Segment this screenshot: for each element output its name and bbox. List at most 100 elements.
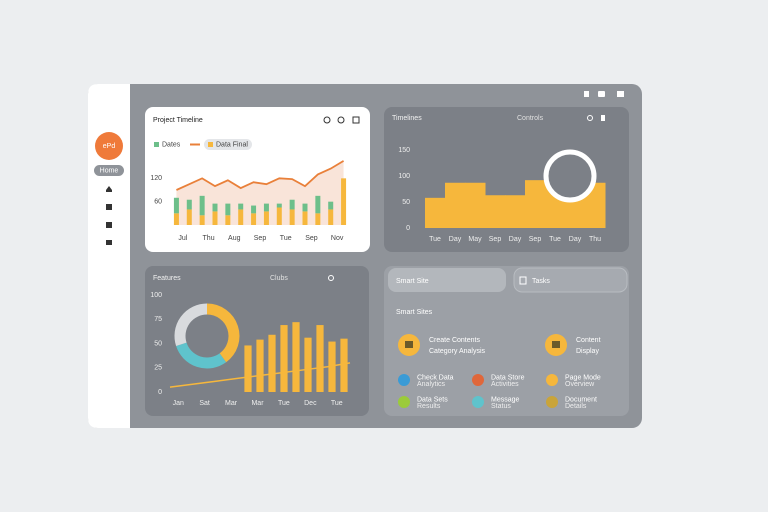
nav-icon[interactable] xyxy=(106,222,112,228)
icon[interactable] xyxy=(323,116,331,124)
item-icon[interactable] xyxy=(546,374,558,386)
bar xyxy=(280,325,288,392)
item-icon[interactable] xyxy=(546,396,558,408)
item-text[interactable]: Analytics xyxy=(417,381,446,388)
bar xyxy=(289,199,295,210)
bar xyxy=(304,337,312,392)
icon[interactable] xyxy=(352,116,360,124)
y-tick-label: 50 xyxy=(154,340,162,347)
bar xyxy=(328,201,334,210)
card-text[interactable]: Category Analysis xyxy=(429,348,486,355)
item-title[interactable]: Document xyxy=(565,396,597,403)
x-tick-label: Tue xyxy=(429,236,441,243)
home-label[interactable]: Home xyxy=(100,167,119,174)
legend-swatch xyxy=(154,142,159,147)
bar xyxy=(263,203,269,212)
nav-icon[interactable] xyxy=(106,240,112,245)
icon xyxy=(519,276,527,285)
item-text[interactable]: Status xyxy=(491,403,511,410)
bar xyxy=(341,178,347,225)
y-tick-label: 100 xyxy=(398,173,410,180)
bar xyxy=(268,334,276,392)
x-tick-label: Aug xyxy=(228,235,241,242)
bar xyxy=(256,339,264,392)
item-icon[interactable] xyxy=(398,374,410,386)
y-tick-label: 0 xyxy=(406,225,410,232)
item-icon[interactable] xyxy=(472,374,484,386)
bar xyxy=(315,213,321,225)
x-tick-label: Tue xyxy=(280,235,292,242)
step-bar xyxy=(425,197,446,228)
bar xyxy=(186,209,192,225)
y-tick-label: 100 xyxy=(150,292,162,299)
x-tick-label: Nov xyxy=(331,235,344,242)
tasks-box[interactable] xyxy=(513,267,628,293)
item-text[interactable]: Results xyxy=(417,403,441,410)
x-tick-label: Day xyxy=(569,236,582,243)
icon[interactable] xyxy=(587,115,593,121)
y-tick-label: 75 xyxy=(154,316,162,323)
bar xyxy=(340,338,348,392)
nav-icon[interactable] xyxy=(106,204,112,210)
bar xyxy=(328,209,334,225)
donut-slice xyxy=(174,303,208,347)
bar xyxy=(238,209,244,225)
item-title[interactable]: Check Data xyxy=(417,374,454,381)
icon[interactable] xyxy=(328,275,334,281)
card-title[interactable]: Create Contents xyxy=(429,337,480,344)
card-title[interactable]: Content xyxy=(576,337,601,344)
item-icon[interactable] xyxy=(472,396,484,408)
search-text[interactable]: Smart Site xyxy=(396,278,429,285)
icon[interactable] xyxy=(601,115,605,121)
x-tick-label: Jan xyxy=(173,400,184,407)
x-tick-label: Mar xyxy=(251,400,264,407)
step-bar xyxy=(445,182,466,228)
item-text[interactable]: Activities xyxy=(491,381,519,388)
bar xyxy=(186,199,192,210)
bar xyxy=(276,207,282,225)
item-icon[interactable] xyxy=(398,396,410,408)
tasks-text[interactable]: Tasks xyxy=(532,278,550,285)
card-glyph[interactable] xyxy=(552,341,560,348)
panel-title: Features xyxy=(153,275,181,282)
top-icon[interactable] xyxy=(598,91,605,97)
item-text[interactable]: Overview xyxy=(565,381,595,388)
item-text[interactable]: Details xyxy=(565,403,587,410)
bar xyxy=(276,203,282,208)
item-title[interactable]: Page Mode xyxy=(565,374,601,381)
x-tick-label: Dec xyxy=(304,400,317,407)
search-box[interactable] xyxy=(388,268,506,292)
bar xyxy=(244,345,252,392)
home-button[interactable] xyxy=(94,165,124,176)
highlight-ring xyxy=(543,149,597,203)
card-text[interactable]: Display xyxy=(576,348,599,355)
x-tick-label: May xyxy=(468,236,482,243)
y-tick-label: 60 xyxy=(154,199,162,206)
x-tick-label: Tue xyxy=(278,400,290,407)
card-glyph[interactable] xyxy=(405,341,413,348)
bar xyxy=(251,213,257,225)
item-title[interactable]: Message xyxy=(491,396,520,403)
bar xyxy=(199,195,205,216)
item-title[interactable]: Data Sets xyxy=(417,396,448,403)
top-icon[interactable] xyxy=(617,91,624,97)
bar xyxy=(315,195,321,214)
x-tick-label: Sep xyxy=(305,235,318,242)
item-title[interactable]: Data Store xyxy=(491,374,525,381)
x-tick-label: Tue xyxy=(549,236,561,243)
heading: Smart Sites xyxy=(396,309,433,316)
x-tick-label: Day xyxy=(449,236,462,243)
nav-icon[interactable] xyxy=(106,186,112,192)
step-bar xyxy=(505,195,526,228)
logo-text: ePd xyxy=(103,143,116,150)
top-icon[interactable] xyxy=(584,91,589,97)
x-tick-label: Thu xyxy=(589,236,601,243)
step-bar xyxy=(585,182,606,228)
x-tick-label: Jul xyxy=(178,235,187,242)
icon[interactable] xyxy=(337,116,345,124)
bar xyxy=(225,203,231,216)
x-tick-label: Mar xyxy=(225,400,238,407)
bar xyxy=(328,341,336,392)
bar xyxy=(263,211,269,225)
